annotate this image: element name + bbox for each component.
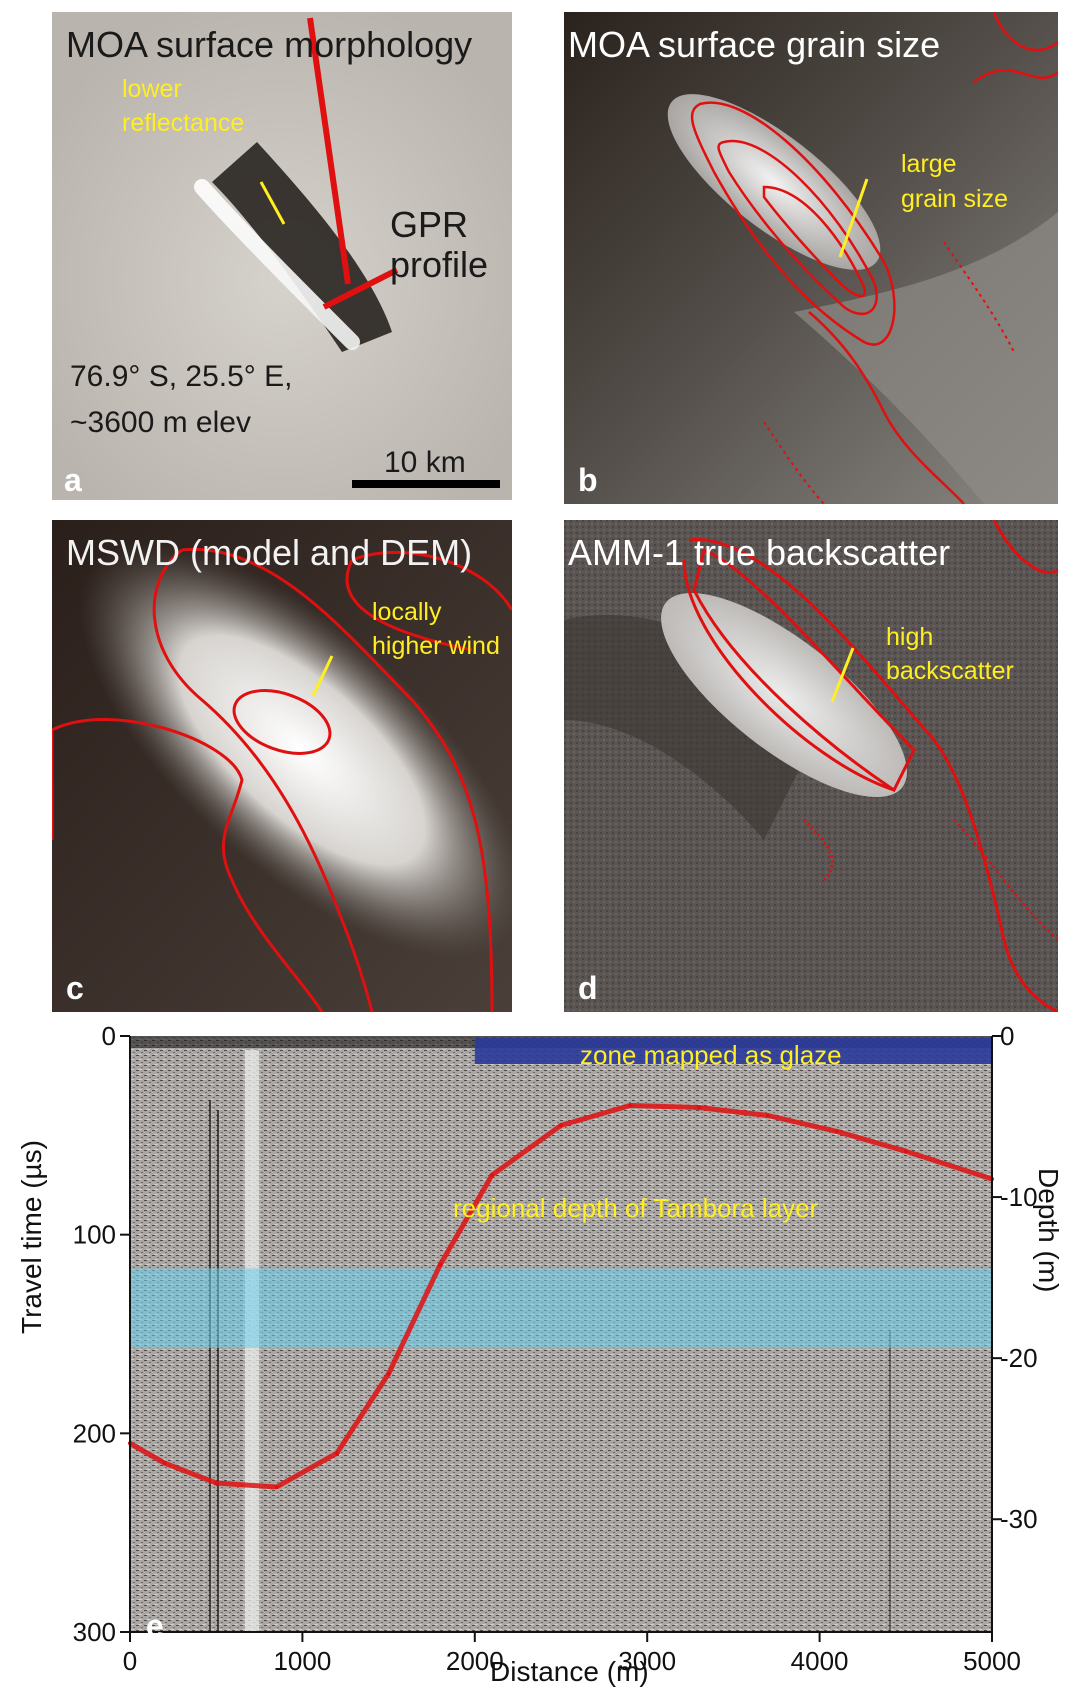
panel-a: MOA surface morphology lower reflectance… xyxy=(52,12,512,500)
y-tick-label: 100 xyxy=(73,1220,116,1250)
annotation-line-2: grain size xyxy=(901,185,1008,213)
panel-a-image xyxy=(52,12,512,500)
glaze-zone-label: zone mapped as glaze xyxy=(580,1040,842,1070)
y2-tick-label: 0 xyxy=(1000,1021,1014,1051)
data-point xyxy=(274,1484,279,1489)
panel-b-title: MOA surface grain size xyxy=(568,24,941,65)
panel-e-letter: e xyxy=(146,1608,164,1644)
radargram-chart: 0 1000 2000 3000 4000 500001002003000-10-20-3… xyxy=(73,1021,1038,1676)
tambora-band-label: regional depth of Tambora layer xyxy=(453,1193,819,1223)
gpr-label-line-2: profile xyxy=(390,244,489,285)
panel-a-title: MOA surface morphology xyxy=(66,24,473,65)
data-point xyxy=(214,1481,219,1485)
panel-d-letter: d xyxy=(578,970,598,1006)
annotation-line-1: high xyxy=(886,623,934,651)
annotation-line-1: lower xyxy=(122,75,182,103)
data-point xyxy=(490,1173,495,1178)
annotation-leader xyxy=(838,178,869,258)
panel-d: AMM-1 true backscatter high backscatter … xyxy=(564,520,1058,1012)
data-point xyxy=(386,1371,391,1376)
data-point xyxy=(696,1105,701,1110)
data-point xyxy=(162,1461,167,1466)
gpr-label-line-1: GPR xyxy=(390,204,469,245)
annotation-line-1: locally xyxy=(372,598,442,626)
x-tick-label: 1000 xyxy=(273,1646,331,1676)
annotation-leader xyxy=(259,181,286,225)
y-tick-label: 0 xyxy=(102,1021,116,1051)
panel-b-letter: b xyxy=(578,462,598,498)
data-point xyxy=(765,1113,770,1118)
panel-b: MOA surface grain size large grain size … xyxy=(564,12,1058,504)
y-tick-label: 300 xyxy=(73,1617,116,1647)
panel-e: 0 1000 2000 3000 4000 5000 0 100 200 300 0 -10 -20 -3… xyxy=(0,1020,1076,1688)
x-tick-label: 0 xyxy=(123,1646,137,1676)
data-point xyxy=(438,1262,443,1267)
panel-c-image xyxy=(52,520,512,1012)
panel-b-image xyxy=(564,12,1058,504)
coord-line-1: 76.9° S, 25.5° E, xyxy=(70,360,293,393)
panel-d-title: AMM-1 true backscatter xyxy=(568,532,951,573)
annotation-line-2: higher wind xyxy=(372,632,500,660)
annotation-line-2: reflectance xyxy=(122,109,245,137)
panel-c-letter: c xyxy=(66,970,84,1006)
y2-axis-label: Depth (m) xyxy=(1033,1168,1064,1293)
y-axis-label: Travel time (µs) xyxy=(16,1140,47,1334)
x-tick-label: 3000 xyxy=(618,1646,676,1676)
data-point xyxy=(334,1451,339,1456)
data-point xyxy=(903,1149,908,1154)
y2-tick-label: -30 xyxy=(1000,1504,1038,1534)
annotation-line-1: large xyxy=(901,150,957,178)
coord-line-2: ~3600 m elev xyxy=(70,406,251,439)
panel-a-letter: a xyxy=(64,462,82,498)
annotation-line-2: backscatter xyxy=(886,657,1014,685)
panel-d-image xyxy=(564,520,1058,1012)
gpr-profile-end xyxy=(322,267,399,310)
annotation-leader xyxy=(311,655,334,697)
y2-tick-label: -10 xyxy=(1000,1182,1038,1212)
glaze-zone-band xyxy=(474,1038,992,1064)
x-tick-label: 4000 xyxy=(791,1646,849,1676)
scale-label: 10 km xyxy=(384,446,466,479)
gpr-profile-line xyxy=(307,17,351,285)
y-tick-label: 200 xyxy=(73,1418,116,1448)
x-axis-label: Distance (m) xyxy=(490,1656,649,1687)
annotation-leader xyxy=(830,647,855,703)
data-point xyxy=(627,1103,632,1108)
x-tick-label: 2000 xyxy=(446,1646,504,1676)
data-point xyxy=(834,1129,839,1134)
y2-tick-label: -20 xyxy=(1000,1343,1038,1373)
panel-c: MSWD (model and DEM) locally higher wind… xyxy=(52,520,512,1012)
tambora-band xyxy=(130,1268,992,1348)
x-tick-label: 5000 xyxy=(963,1646,1021,1676)
panel-c-title: MSWD (model and DEM) xyxy=(66,532,473,573)
data-point xyxy=(559,1123,563,1128)
